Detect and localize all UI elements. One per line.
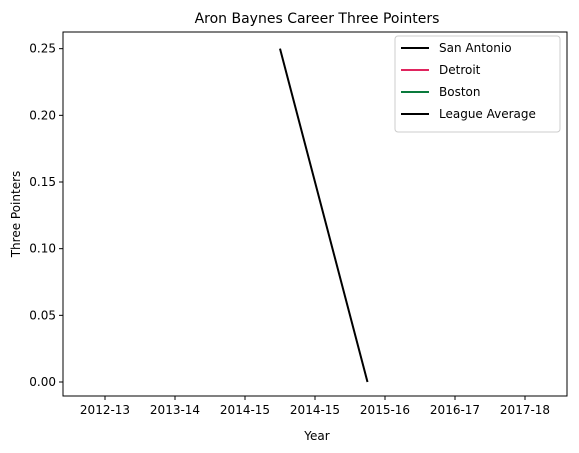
y-tick-label: 0.00 bbox=[29, 375, 56, 389]
x-tick-label: 2014-15 bbox=[220, 403, 270, 417]
x-tick-label: 2012-13 bbox=[80, 403, 130, 417]
x-tick-label: 2015-16 bbox=[360, 403, 410, 417]
y-tick-label: 0.05 bbox=[29, 308, 56, 322]
legend-label-boston: Boston bbox=[439, 85, 480, 99]
legend-label-san-antonio: San Antonio bbox=[439, 41, 512, 55]
y-axis-ticks: 0.00 0.05 0.10 0.15 0.20 0.25 bbox=[29, 42, 63, 389]
chart-title: Aron Baynes Career Three Pointers bbox=[195, 11, 440, 27]
x-tick-label: 2013-14 bbox=[150, 403, 200, 417]
x-axis-label: Year bbox=[303, 429, 329, 443]
x-tick-label: 2017-18 bbox=[500, 403, 550, 417]
series-line-league-average bbox=[279, 48, 369, 383]
series-layer bbox=[279, 48, 369, 383]
y-tick-label: 0.15 bbox=[29, 175, 56, 189]
x-axis-ticks: 2012-13 2013-14 2014-15 2014-15 2015-16 2016-… bbox=[80, 396, 550, 417]
y-tick-label: 0.20 bbox=[29, 108, 56, 122]
x-tick-label: 2016-17 bbox=[430, 403, 480, 417]
legend-box bbox=[394, 35, 561, 133]
plot-frame bbox=[62, 31, 568, 397]
legend-label-league-average: League Average bbox=[439, 107, 536, 121]
x-tick-label: 2014-15 bbox=[290, 403, 340, 417]
legend-label-detroit: Detroit bbox=[439, 63, 481, 77]
legend: San Antonio Detroit Boston League Average bbox=[394, 35, 561, 133]
y-tick-label: 0.25 bbox=[29, 42, 56, 56]
y-axis-label: Three Pointers bbox=[9, 171, 23, 259]
y-tick-label: 0.10 bbox=[29, 242, 56, 256]
